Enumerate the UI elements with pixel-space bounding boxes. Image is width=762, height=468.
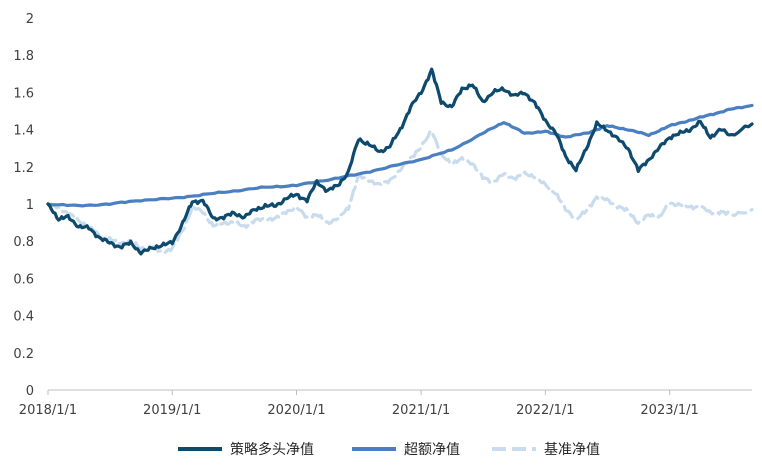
series-layer — [46, 67, 754, 256]
y-tick-label: 0.4 — [13, 310, 34, 325]
x-tick-label: 2018/1/1 — [19, 403, 77, 418]
y-tick-label: 0 — [26, 384, 34, 399]
x-axis-tick-labels: 2018/1/1 2019/1/1 2020/1/1 2021/1/1 2022/1/1… — [19, 403, 699, 418]
y-axis-tick-labels: 0 0.2 0.4 0.6 0.8 1 1.2 1.4 1.6 1.8 2 — [13, 12, 34, 399]
x-tick-label: 2020/1/1 — [267, 403, 325, 418]
x-tick-label: 2022/1/1 — [516, 403, 574, 418]
y-tick-label: 0.2 — [13, 347, 34, 362]
legend: 策略多头净值 超额净值 基准净值 — [178, 441, 600, 458]
y-tick-label: 1.8 — [13, 49, 34, 64]
y-tick-label: 2 — [26, 12, 34, 27]
y-tick-label: 1.4 — [13, 124, 34, 139]
legend-label: 基准净值 — [544, 441, 600, 458]
y-tick-label: 0.6 — [13, 272, 34, 287]
x-tick-label: 2021/1/1 — [392, 403, 450, 418]
x-tick-label: 2019/1/1 — [143, 403, 201, 418]
x-tick-label: 2023/1/1 — [640, 403, 698, 418]
x-axis-ticks — [47, 390, 671, 395]
y-tick-label: 1.6 — [13, 86, 34, 101]
legend-label: 超额净值 — [404, 442, 460, 458]
y-tick-label: 1.2 — [13, 161, 34, 176]
y-tick-label: 1 — [26, 198, 34, 213]
y-tick-label: 0.8 — [13, 235, 34, 250]
legend-label: 策略多头净值 — [230, 441, 314, 458]
series-line-0 — [46, 67, 754, 256]
series-line-2 — [46, 129, 754, 255]
series-line-1 — [46, 103, 754, 208]
